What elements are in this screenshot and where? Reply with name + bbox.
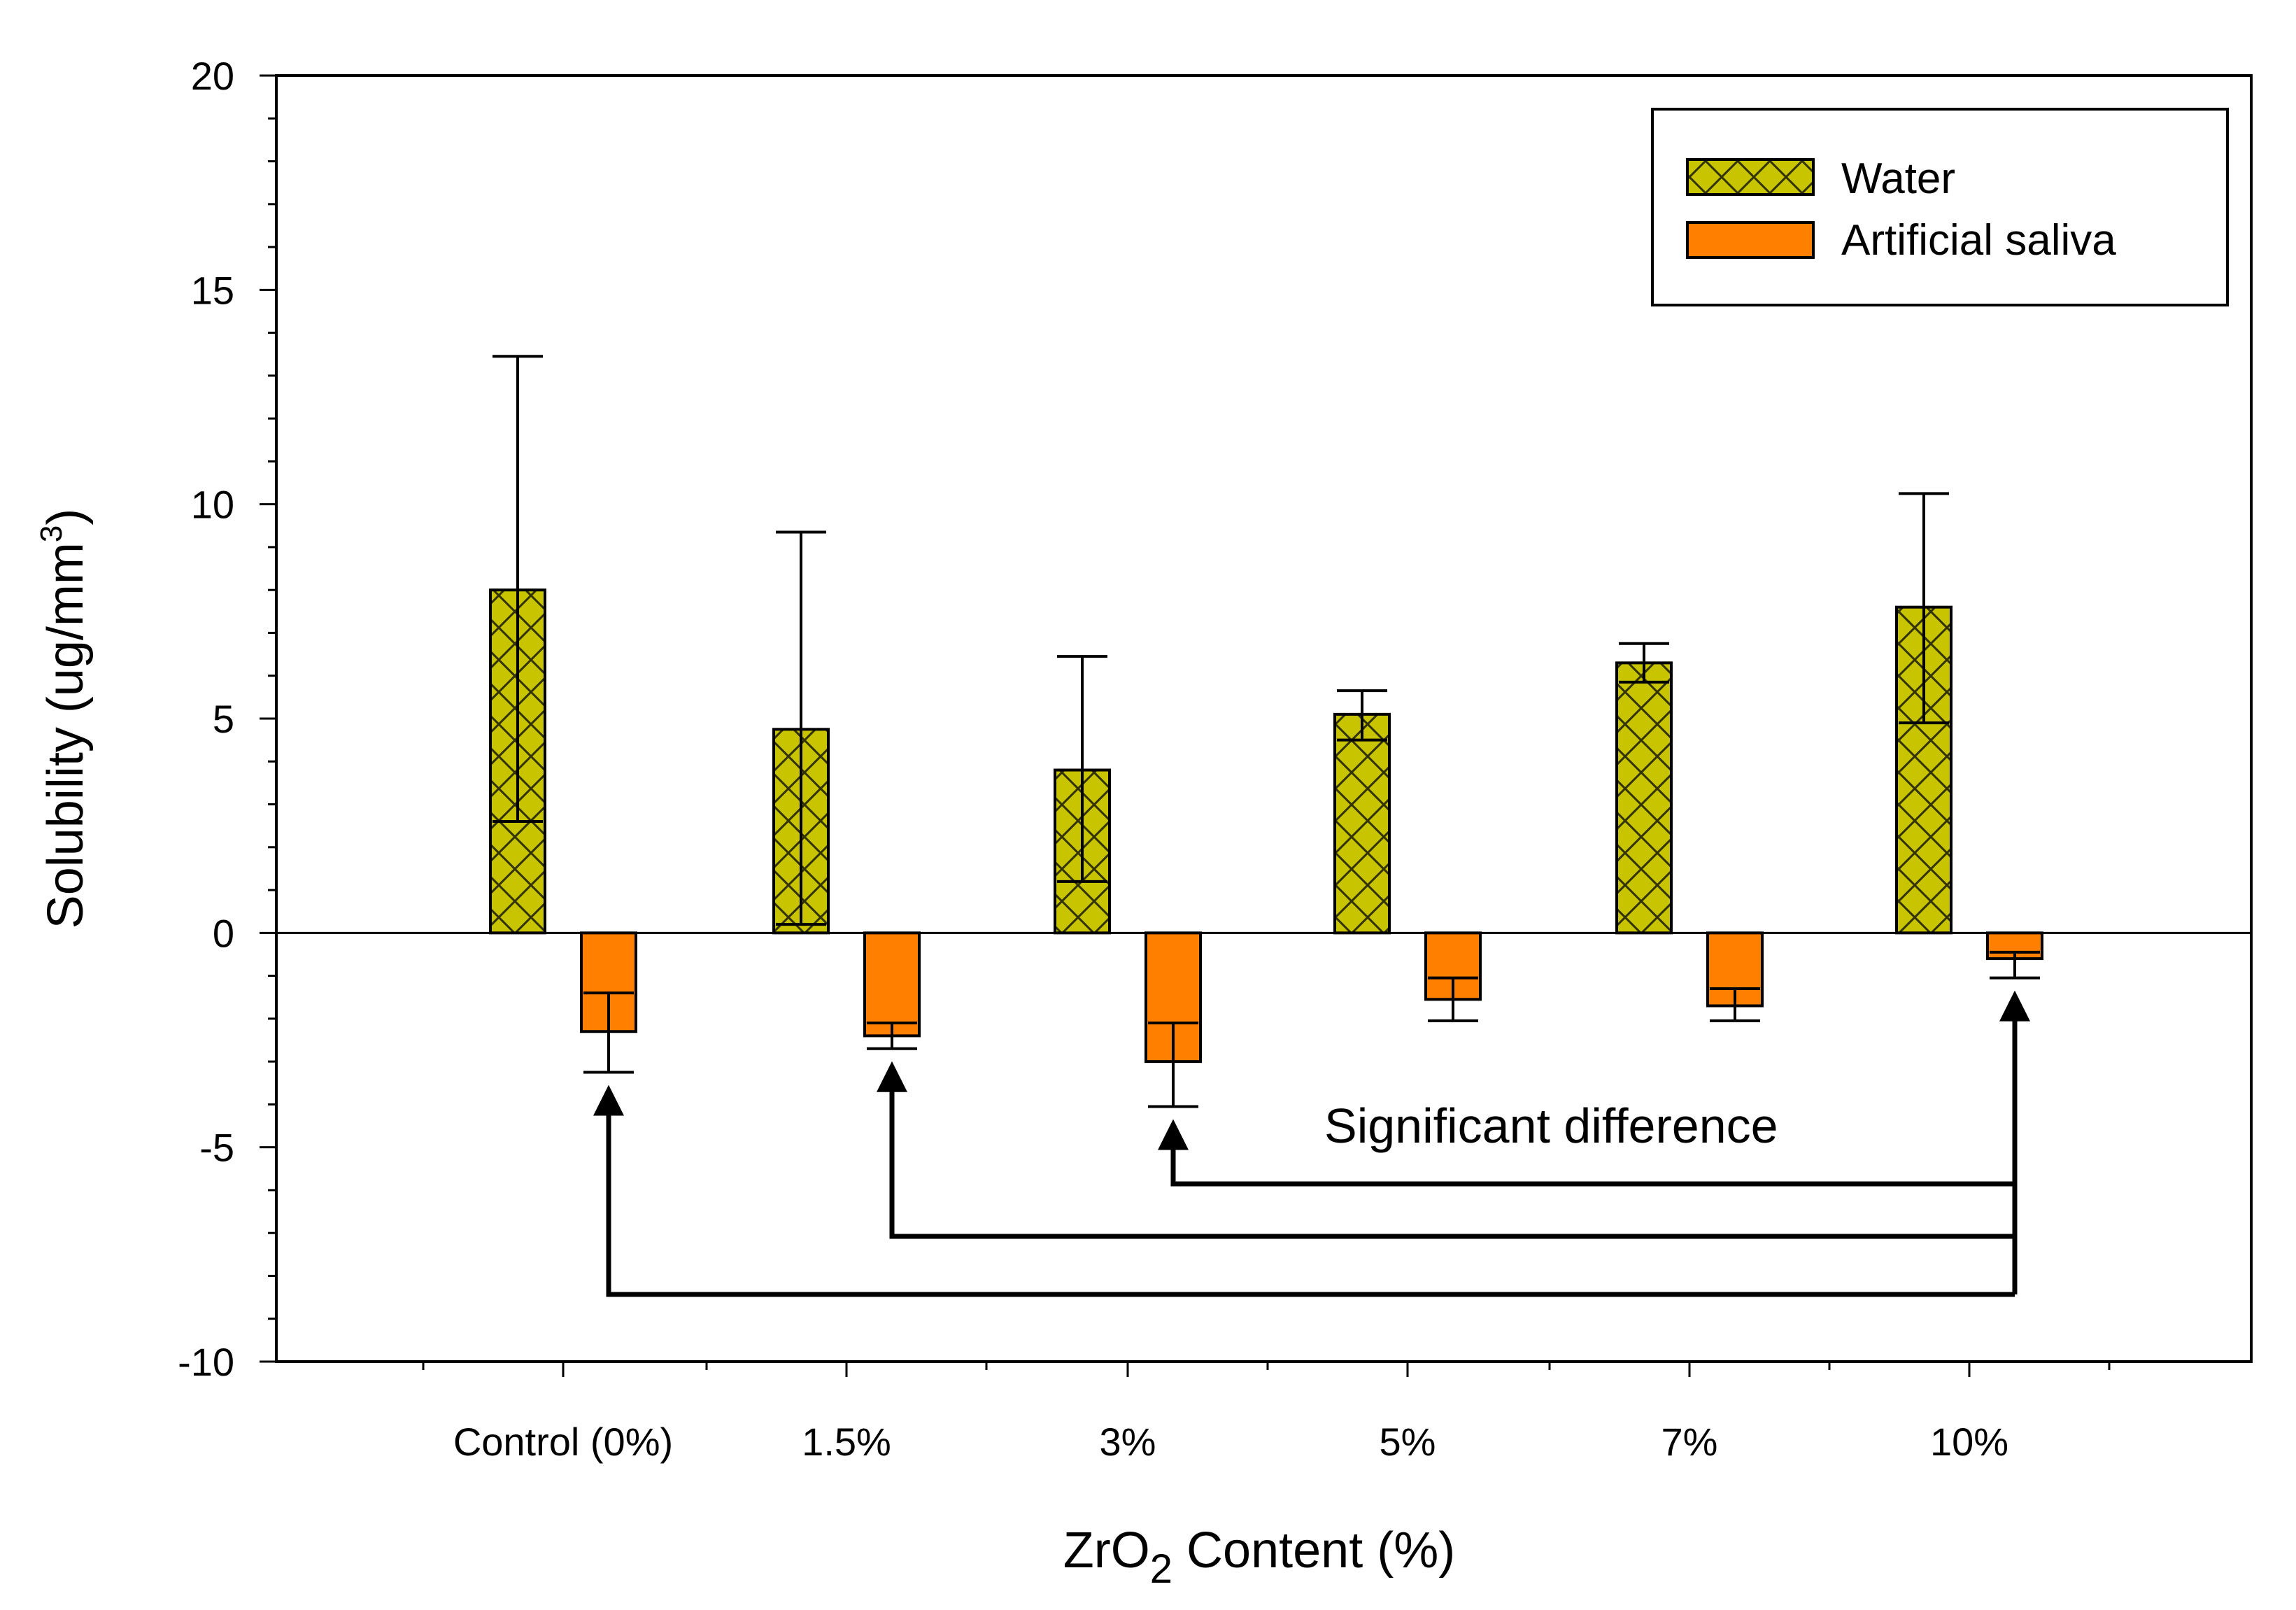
bar-artificial-saliva-1-5 [863,931,921,1038]
significance-link-3-to-10 [1170,1147,2015,1187]
y-axis-title-close: ) [38,509,94,525]
y-axis: -10 -5 0 5 10 15 20 [178,54,276,1384]
x-tick-label-1-5: 1.5% [802,1420,891,1464]
y-axis-title-superscript: 3 [34,525,69,542]
x-axis-title-subscript: 2 [1150,1546,1172,1592]
y-tick-label-20: 20 [191,54,234,98]
x-axis-title-rest: Content (%) [1172,1523,1455,1579]
significance-link-control-0-to-10 [606,1113,2015,1297]
significance-link-1-5-to-10 [889,1089,2015,1239]
x-tick-label-5: 5% [1380,1420,1436,1464]
bar-water-7 [1615,661,1673,935]
significance-link-control-0-to-10-arrowhead [593,1085,624,1116]
significance-link-1-5-to-10-arrowhead [877,1061,907,1092]
legend: Water Artificial saliva [1651,108,2229,306]
bar-water-5 [1333,712,1391,935]
x-tick-label-10: 10% [1930,1420,2008,1464]
bars-group [489,588,2043,1064]
y-tick-label-5: -5 [199,1126,234,1170]
significance-links-group [593,990,2030,1297]
y-axis-title-main: Solubility (ug/mm [38,542,94,928]
x-tick-label-control-0: Control (0%) [453,1420,673,1464]
y-axis-title: Solubility (ug/mm3) [34,509,94,929]
legend-label-water: Water [1841,155,1955,203]
legend-swatch-water [1686,158,1815,196]
significance-annotation: Significant difference [1324,1099,1778,1153]
error-bars-group [492,355,2040,1108]
x-tick-label-3: 3% [1100,1420,1156,1464]
legend-label-artificial-saliva: Artificial saliva [1841,216,2116,264]
y-tick-label-0: 0 [213,911,234,955]
x-axis-title-main: ZrO [1063,1523,1150,1579]
significance-link-shared-arrowhead [1999,990,2030,1022]
y-tick-label-10: -10 [178,1340,234,1384]
legend-box [1651,108,2229,306]
y-tick-label-10: 10 [191,483,234,527]
y-tick-label-15: 15 [191,268,234,312]
legend-swatch-artificial-saliva [1686,221,1815,259]
x-axis: Control (0%) 1.5% 3% 5% 7% 10% [422,1362,2111,1464]
significance-link-3-to-10-arrowhead [1158,1119,1189,1150]
y-tick-label-5: 5 [213,697,234,741]
x-axis-title: ZrO2 Content (%) [1063,1523,1455,1592]
x-tick-label-7: 7% [1661,1420,1718,1464]
